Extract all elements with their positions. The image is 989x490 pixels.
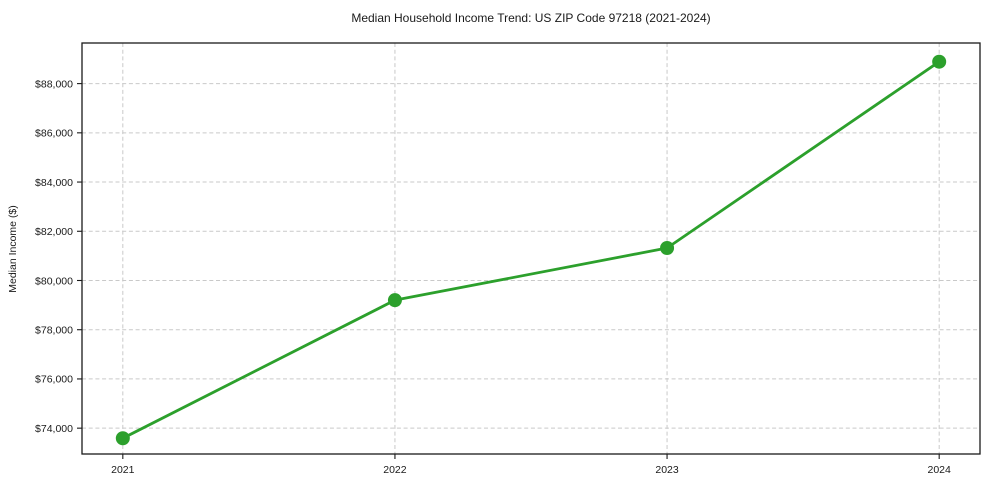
data-point-marker: [115, 431, 130, 446]
y-axis-label: Median Income ($): [7, 205, 19, 293]
x-tick-label: 2024: [928, 464, 952, 476]
x-tick-label: 2022: [383, 464, 407, 476]
data-point-marker: [932, 54, 947, 69]
y-tick-label: $82,000: [35, 226, 73, 238]
y-tick-label: $78,000: [35, 325, 73, 337]
income-trend-line: [121, 60, 941, 440]
y-tick-label: $80,000: [35, 275, 73, 287]
x-tick-label: 2021: [111, 464, 135, 476]
chart-title: Median Household Income Trend: US ZIP Co…: [351, 11, 710, 25]
y-tick-label: $84,000: [35, 177, 73, 189]
y-tick-label: $74,000: [35, 423, 73, 435]
y-tick-label: $88,000: [35, 78, 73, 90]
x-tick-label: 2023: [655, 464, 679, 476]
plot-frame: [81, 42, 981, 455]
data-point-marker: [387, 293, 402, 308]
plot-content: $74,000 $76,000 $78,000 $80,000 $82,000 $84,0…: [35, 42, 981, 476]
data-point-marker: [660, 241, 675, 256]
y-tick-label: $86,000: [35, 128, 73, 140]
y-tick-label: $76,000: [35, 374, 73, 386]
